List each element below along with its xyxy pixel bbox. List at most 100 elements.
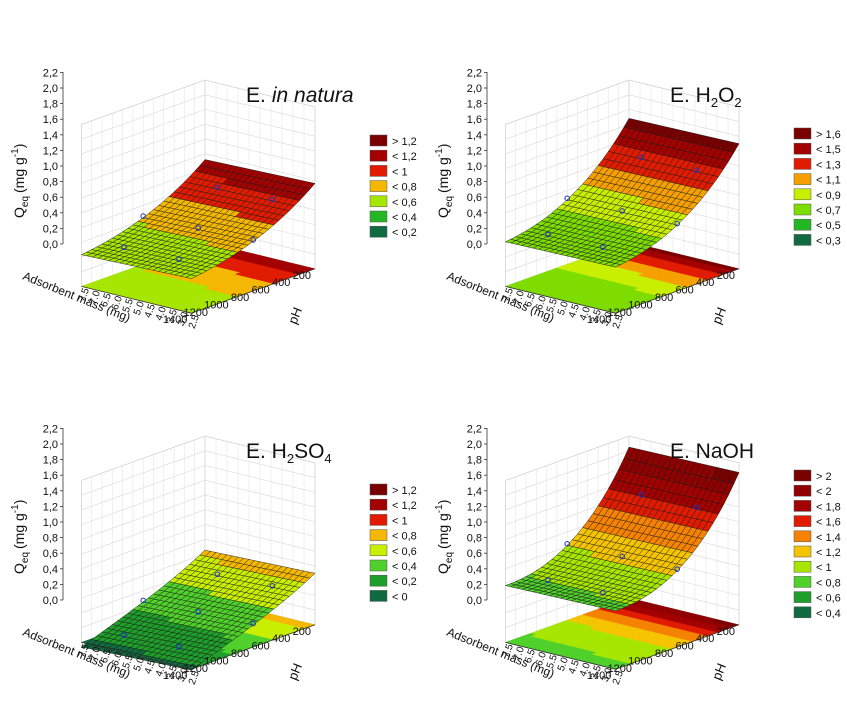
response-surface [80,159,316,279]
z-tick-label: 0,6 [467,192,482,204]
legend-label: < 0,8 [816,577,841,589]
response-surface [504,446,740,612]
legend-swatch [369,134,388,147]
z-tick-label: 0,2 [467,579,482,591]
ph-tick-label: 3.0 [600,310,615,327]
z-tick-label: 1,8 [467,99,482,111]
legend: > 2 < 2 < 1,8 < 1,6 < 1,4 < 1,2 < 1 < 0,8 < 0,6 <… [793,469,841,620]
z-tick-label: 0,2 [467,223,482,235]
legend-label: < 0,7 [816,205,841,217]
legend: > 1,2 < 1,2 < 1 < 0,8 < 0,6 < 0,4 < 0,2 [369,134,417,239]
experimental-points [121,571,276,650]
mass-tick-label: 600 [675,641,693,653]
legend-swatch [793,203,812,216]
mass-tick-label: 200 [293,270,311,282]
mass-tick-label: 200 [717,270,735,282]
surface-panel: 0,0 0,2 0,4 0,6 0,8 1,0 1,2 1,4 1,6 1,8 2,0 2,2 Qeq(… [424,0,847,355]
experimental-points [545,492,700,596]
ph-tick-label: 5.5 [121,653,136,670]
panel-title: E. H2O2 [670,84,742,110]
mass-tick-label: 600 [675,285,693,297]
design-point [564,195,570,202]
mass-tick-label: 400 [696,633,714,645]
z-axis: 0,0 0,2 0,4 0,6 0,8 1,0 1,2 1,4 1,6 1,8 2,0 2,2 [467,67,488,251]
design-point [693,167,700,173]
surface-plot-svg: 0,0 0,2 0,4 0,6 0,8 1,0 1,2 1,4 1,6 1,8 2,0 2,2 Qeq(… [434,67,841,330]
z-tick-label: 0,0 [43,239,58,251]
ph-tick-label: 6.0 [534,294,549,311]
ph-tick-label: 7.5 [77,642,92,659]
z-tick-label: 0,8 [467,533,482,545]
z-tick-label: 0,8 [43,177,58,189]
z-tick-label: 1,8 [467,455,482,467]
design-point [195,225,201,231]
ph-axis-label: pH [709,661,729,682]
legend-label: < 1,2 [816,547,841,559]
z-tick-label: 1,6 [43,470,58,482]
mass-tick-label: 200 [293,626,311,638]
ph-tick-label: 6.0 [110,294,125,311]
mass-tick-label: 1200 [608,663,632,675]
design-point [214,184,221,191]
experimental-points [545,154,700,250]
design-point [545,231,551,238]
design-point [269,196,276,203]
z-tick-label: 0,8 [467,177,482,189]
design-point [214,571,221,578]
legend-swatch [793,188,812,201]
ph-tick-label: 2.5 [611,313,626,330]
legend-swatch [793,576,812,588]
ph-axis: 2.53.03.54.04.55.05.56.06.57.07.5 [501,642,626,686]
mass-tick-label: 400 [272,277,290,289]
z-tick-label: 1,2 [467,501,482,513]
legend-swatch [369,514,388,526]
legend-swatch [369,165,388,177]
ph-axis-label: pH [285,305,305,326]
z-tick-label: 1,8 [43,455,58,467]
z-tick-label: 1,4 [43,486,58,498]
ph-tick-label: 3.5 [589,664,604,681]
legend-label: < 0,4 [392,212,417,224]
response-surface [504,118,740,268]
z-tick-label: 2,0 [467,83,482,95]
legend-label: < 1,3 [816,159,841,171]
design-point [564,541,570,547]
design-point [250,620,256,627]
ph-tick-label: 3.5 [165,308,180,325]
z-tick-label: 1,0 [43,161,58,173]
legend-swatch [793,500,812,512]
ph-tick-label: 7.0 [88,289,103,306]
design-point [638,154,645,161]
mass-tick-label: 800 [655,648,673,660]
ph-tick-label: 3.0 [600,666,615,683]
mass-tick-label: 1200 [608,307,632,319]
mass-tick-label: 800 [655,292,673,304]
ph-tick-label: 6.0 [534,650,549,667]
surface-panel: 0,0 0,2 0,4 0,6 0,8 1,0 1,2 1,4 1,6 1,8 2,0 2,2 Qeq(… [0,356,423,711]
legend-label: > 1,2 [392,485,417,497]
panel-title: E. in natura [246,84,354,107]
legend-label: < 0 [392,591,408,603]
mass-tick-label: 600 [251,285,269,297]
z-tick-label: 1,4 [467,486,482,498]
mass-tick-label: 800 [231,648,249,660]
legend-label: < 0,4 [816,608,841,620]
mass-tick-label: 1000 [628,655,652,667]
z-tick-label: 2,2 [467,67,482,79]
z-tick-label: 0,4 [467,564,482,576]
legend-label: < 1,2 [392,500,417,512]
ph-tick-label: 6.5 [99,292,114,309]
ph-tick-label: 4.5 [143,302,158,319]
z-tick-label: 1,0 [467,161,482,173]
legend-label: < 2 [816,486,832,498]
ph-tick-label: 5.5 [545,297,560,314]
legend: > 1,6 < 1,5 < 1,3 < 1,1 < 0,9 < 0,7 < 0,5 < 0,3 [793,127,841,247]
mass-tick-label: 1200 [184,307,208,319]
design-point [674,220,680,227]
ph-tick-label: 7.5 [77,286,92,303]
ph-tick-label: 6.5 [523,648,538,665]
ph-tick-label: 3.0 [176,666,191,683]
